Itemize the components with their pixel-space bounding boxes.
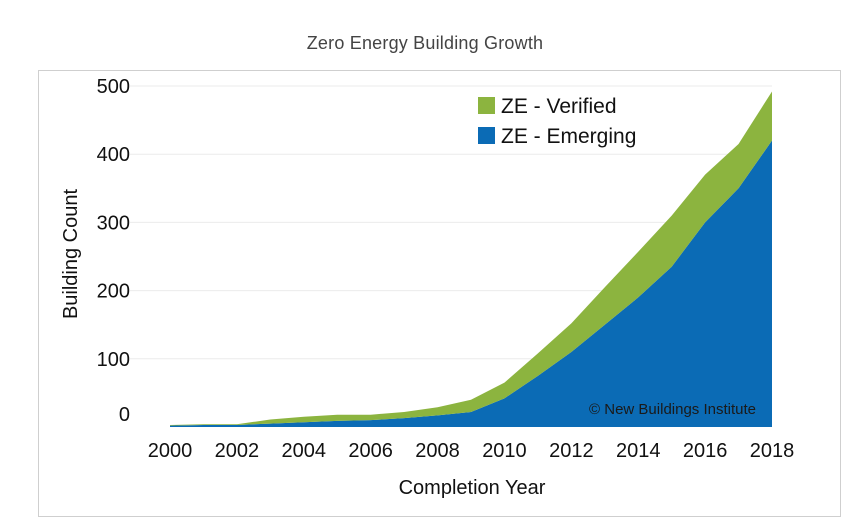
x-axis-ticks: 2000 2002 2004 2006 2008 2010 2012 2014 2016 2018 — [148, 440, 795, 462]
y-tick-label: 100 — [97, 349, 130, 371]
y-axis-label: Building Count — [60, 189, 82, 320]
legend-label-emerging: ZE - Emerging — [501, 125, 636, 148]
legend: ZE - Verified ZE - Emerging — [478, 95, 636, 148]
area-series — [170, 91, 772, 427]
x-tick-label: 2010 — [482, 440, 527, 462]
y-tick-label: 500 — [97, 76, 130, 98]
legend-swatch-verified — [478, 97, 495, 114]
y-tick-label: 200 — [97, 281, 130, 303]
y-axis-ticks: 0 100 200 300 400 500 — [97, 76, 130, 426]
x-tick-label: 2008 — [415, 440, 460, 462]
x-tick-label: 2018 — [750, 440, 795, 462]
x-tick-label: 2006 — [348, 440, 393, 462]
y-tick-label: 0 — [119, 404, 130, 426]
x-tick-label: 2004 — [282, 440, 327, 462]
y-tick-label: 300 — [97, 212, 130, 234]
area-series-ze-verified — [170, 91, 772, 426]
x-tick-label: 2016 — [683, 440, 728, 462]
legend-label-verified: ZE - Verified — [501, 95, 617, 118]
x-tick-label: 2012 — [549, 440, 594, 462]
x-axis-label: Completion Year — [399, 477, 546, 499]
credit-annotation: © New Buildings Institute — [589, 401, 756, 418]
x-tick-label: 2014 — [616, 440, 661, 462]
chart-title: Zero Energy Building Growth — [306, 33, 544, 53]
x-tick-label: 2002 — [215, 440, 260, 462]
y-tick-label: 400 — [97, 144, 130, 166]
legend-swatch-emerging — [478, 127, 495, 144]
x-tick-label: 2000 — [148, 440, 193, 462]
area-series-ze-emerging — [170, 140, 772, 427]
